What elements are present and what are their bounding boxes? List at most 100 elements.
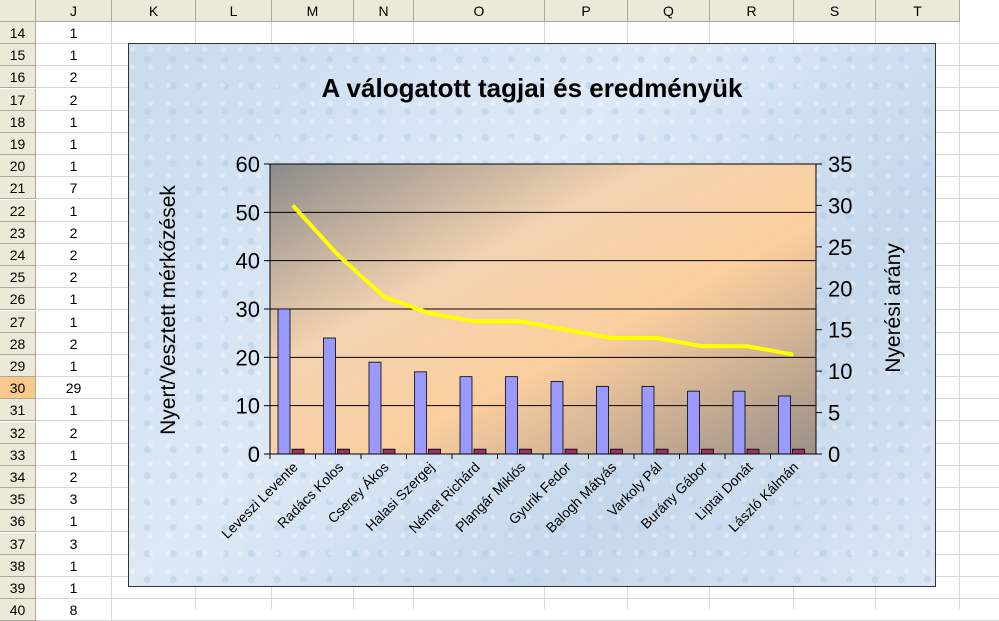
y2-axis-title: Nyerési arány: [882, 243, 905, 373]
row-gridline: [36, 598, 999, 599]
y2-tick-label: 25: [828, 235, 852, 260]
column-header-r[interactable]: R: [710, 0, 794, 22]
cell-j[interactable]: 1: [36, 133, 112, 155]
row-header[interactable]: 22: [0, 199, 36, 222]
bar: [792, 448, 805, 455]
row-header[interactable]: 21: [0, 177, 36, 200]
bar: [550, 381, 564, 455]
y2-tick-label: 30: [828, 193, 852, 218]
select-all-corner[interactable]: [0, 0, 36, 22]
y2-tick-label: 0: [828, 442, 840, 467]
bar: [701, 448, 714, 455]
cell-j[interactable]: 1: [36, 44, 112, 67]
column-header-l[interactable]: L: [196, 0, 272, 22]
bar: [655, 448, 669, 455]
bar: [428, 448, 441, 455]
column-header-o[interactable]: O: [414, 0, 545, 22]
cell-j[interactable]: 1: [36, 288, 112, 311]
column-header-p[interactable]: P: [545, 0, 628, 22]
bar: [610, 448, 623, 455]
bar: [732, 390, 746, 455]
cell-j[interactable]: 2: [36, 421, 112, 444]
row-header[interactable]: 16: [0, 66, 36, 89]
cell-j[interactable]: 1: [36, 399, 112, 422]
cell-j[interactable]: 2: [36, 221, 112, 244]
row-header[interactable]: 35: [0, 488, 36, 511]
bar: [519, 448, 532, 455]
row-header[interactable]: 18: [0, 110, 36, 133]
y-tick-label: 20: [236, 345, 260, 370]
column-header-q[interactable]: Q: [628, 0, 710, 22]
y-axis-title: Nyert/Vesztett mérkőzések: [157, 185, 180, 435]
cell-j[interactable]: 2: [36, 244, 112, 266]
cell-j[interactable]: 2: [36, 88, 112, 111]
cell-j[interactable]: 1: [36, 199, 112, 222]
y-tick-label: 40: [236, 249, 260, 274]
row-header[interactable]: 31: [0, 399, 36, 422]
cell-j[interactable]: 1: [36, 22, 112, 44]
bar: [323, 337, 336, 455]
bar: [473, 448, 487, 455]
bar: [687, 390, 700, 455]
row-header[interactable]: 26: [0, 288, 36, 311]
cell-j[interactable]: 1: [36, 577, 112, 599]
row-header[interactable]: 23: [0, 221, 36, 244]
bar: [564, 448, 578, 455]
row-header[interactable]: 30: [0, 377, 36, 400]
bar: [368, 361, 382, 455]
row-header[interactable]: 29: [0, 355, 36, 377]
cell-j[interactable]: 2: [36, 266, 112, 289]
column-gridline: [959, 22, 960, 609]
column-header-n[interactable]: N: [354, 0, 414, 22]
bar: [746, 448, 760, 455]
column-header-s[interactable]: S: [794, 0, 876, 22]
row-header[interactable]: 37: [0, 532, 36, 555]
row-header[interactable]: 25: [0, 266, 36, 289]
row-header[interactable]: 17: [0, 88, 36, 111]
cell-j[interactable]: 3: [36, 488, 112, 511]
row-header[interactable]: 19: [0, 133, 36, 155]
cell-j[interactable]: 2: [36, 466, 112, 488]
cell-j[interactable]: 1: [36, 310, 112, 333]
row-header[interactable]: 38: [0, 554, 36, 577]
column-header-t[interactable]: T: [876, 0, 960, 22]
x-tick-label: Leveszi Levente: [218, 459, 301, 542]
bar: [382, 448, 396, 455]
cell-j[interactable]: 2: [36, 66, 112, 89]
cell-j[interactable]: 1: [36, 554, 112, 577]
y2-tick-label: 15: [828, 318, 852, 343]
cell-j[interactable]: 7: [36, 177, 112, 200]
cell-j[interactable]: 1: [36, 443, 112, 466]
y-tick-label: 10: [236, 394, 260, 419]
cell-j[interactable]: 3: [36, 532, 112, 555]
row-header[interactable]: 24: [0, 244, 36, 266]
row-header[interactable]: 39: [0, 577, 36, 599]
cell-j[interactable]: 2: [36, 332, 112, 355]
row-header[interactable]: 20: [0, 155, 36, 178]
chart-title: A válogatott tagjai és eredményük: [321, 73, 743, 103]
y2-tick-label: 20: [828, 276, 852, 301]
column-header-j[interactable]: J: [36, 0, 112, 22]
row-header[interactable]: 14: [0, 22, 36, 44]
row-header[interactable]: 15: [0, 44, 36, 67]
y-tick-label: 60: [236, 152, 260, 177]
row-header[interactable]: 28: [0, 332, 36, 355]
bar: [641, 385, 655, 455]
column-header-m[interactable]: M: [272, 0, 354, 22]
cell-j[interactable]: 29: [36, 377, 112, 400]
row-header[interactable]: 32: [0, 421, 36, 444]
bar: [414, 371, 427, 455]
column-header-k[interactable]: K: [112, 0, 196, 22]
y-tick-label: 30: [236, 297, 260, 322]
cell-j[interactable]: 1: [36, 355, 112, 377]
bar: [459, 376, 473, 455]
row-header[interactable]: 34: [0, 466, 36, 488]
cell-j[interactable]: 1: [36, 510, 112, 533]
row-header[interactable]: 27: [0, 310, 36, 333]
bar: [337, 448, 350, 455]
row-header[interactable]: 36: [0, 510, 36, 533]
cell-j[interactable]: 1: [36, 110, 112, 133]
row-header[interactable]: 33: [0, 443, 36, 466]
cell-j[interactable]: 1: [36, 155, 112, 178]
